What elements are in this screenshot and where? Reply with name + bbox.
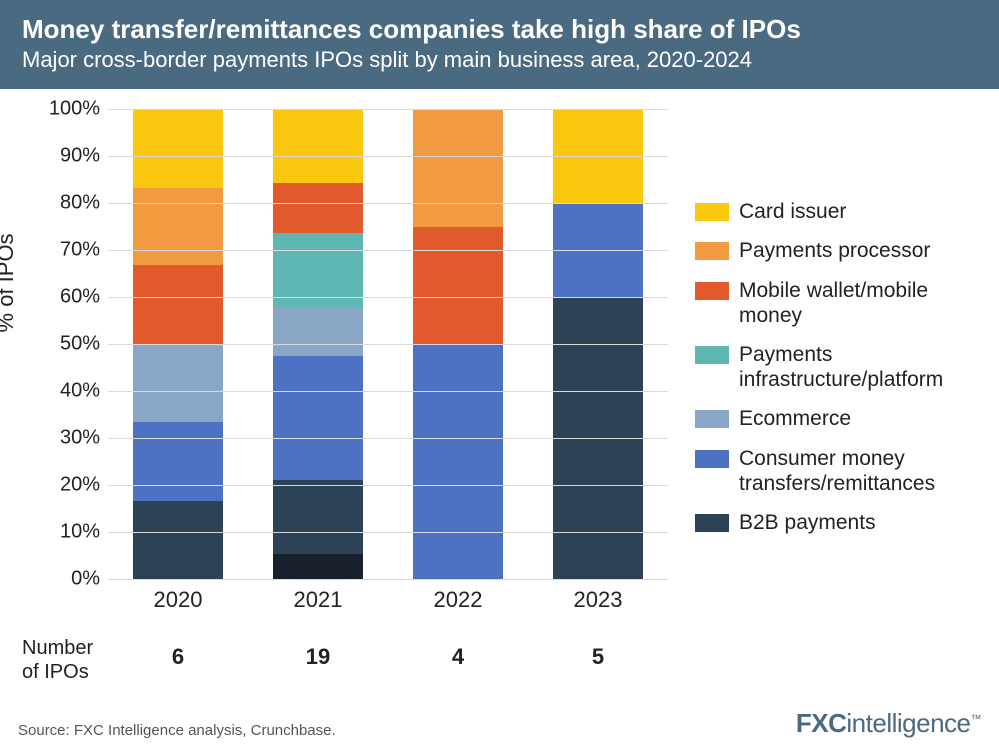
y-tick: 20% [60,474,100,497]
grid-line [108,203,668,204]
bar-segment-mobile [273,183,363,232]
grid-line [108,532,668,533]
bar-segment-mobile [413,227,503,345]
grid-line [108,109,668,110]
y-tick: 0% [71,568,100,591]
ipo-count-row: Number of IPOs 6 19 4 5 [0,636,999,692]
legend-label: Payments processor [739,238,930,263]
legend: Card issuer Payments processor Mobile wall… [695,199,985,549]
legend-label: Mobile wallet/mobile money [739,278,985,328]
y-tick: 80% [60,192,100,215]
y-tick: 30% [60,427,100,450]
chart-area: % of IPOs 0%10%20%30%40%50%60%70%80%90%1… [0,89,999,629]
footer: Source: FXC Intelligence analysis, Crunc… [0,708,999,749]
bar-segment-ecommerce [133,344,223,422]
legend-swatch [695,282,729,300]
header: Money transfer/remittances companies tak… [0,0,999,89]
legend-item: Card issuer [695,199,985,224]
legend-item: Payments infrastructure/platform [695,342,985,392]
grid-line [108,485,668,486]
y-tick: 10% [60,521,100,544]
grid-line [108,156,668,157]
bar-segment-b2b_dark [273,554,363,579]
bar-segment-b2b [273,480,363,554]
legend-item: Ecommerce [695,406,985,431]
bar-segment-processor [133,188,223,266]
legend-label: Ecommerce [739,406,851,431]
legend-item: Mobile wallet/mobile money [695,278,985,328]
source-text: Source: FXC Intelligence analysis, Crunc… [18,722,336,739]
x-tick: 2020 [154,587,203,613]
y-tick: 40% [60,380,100,403]
grid-line [108,250,668,251]
legend-item: B2B payments [695,510,985,535]
bar-segment-b2b [133,501,223,579]
bar-segment-processor [413,109,503,227]
legend-swatch [695,203,729,221]
ipo-count-value: 4 [452,644,464,670]
legend-swatch [695,410,729,428]
grid-line [108,579,668,580]
grid-line [108,344,668,345]
ipo-count-label: Number of IPOs [22,636,93,684]
ipo-count-value: 6 [172,644,184,670]
bar-segment-ecommerce [273,307,363,356]
bar-segment-consumer [413,344,503,579]
ipo-count-value: 5 [592,644,604,670]
legend-item: Payments processor [695,238,985,263]
y-tick: 70% [60,239,100,262]
x-tick: 2022 [434,587,483,613]
bar-segment-card [273,109,363,183]
legend-swatch [695,242,729,260]
grid-line [108,438,668,439]
legend-label: Payments infrastructure/platform [739,342,985,392]
chart-subtitle: Major cross-border payments IPOs split b… [22,47,977,73]
legend-label: Card issuer [739,199,846,224]
y-tick: 60% [60,286,100,309]
y-tick: 100% [49,98,100,121]
x-tick: 2023 [574,587,623,613]
legend-swatch [695,514,729,532]
legend-swatch [695,450,729,468]
bar-segment-mobile [133,265,223,343]
bar-segment-infra [273,233,363,307]
grid-line [108,297,668,298]
brand-logo: FXCintelligence™ [796,708,981,739]
y-axis-label: % of IPOs [0,234,19,333]
legend-swatch [695,346,729,364]
y-tick: 50% [60,333,100,356]
y-tick: 90% [60,145,100,168]
plot-region: 0%10%20%30%40%50%60%70%80%90%100%2020202… [108,109,668,579]
grid-line [108,391,668,392]
x-tick: 2021 [294,587,343,613]
chart-title: Money transfer/remittances companies tak… [22,14,977,45]
ipo-count-value: 19 [306,644,330,670]
bar-segment-consumer [273,356,363,480]
legend-item: Consumer money transfers/remittances [695,446,985,496]
legend-label: Consumer money transfers/remittances [739,446,985,496]
bar-segment-card [133,109,223,187]
legend-label: B2B payments [739,510,876,535]
bar-segment-consumer [133,422,223,500]
